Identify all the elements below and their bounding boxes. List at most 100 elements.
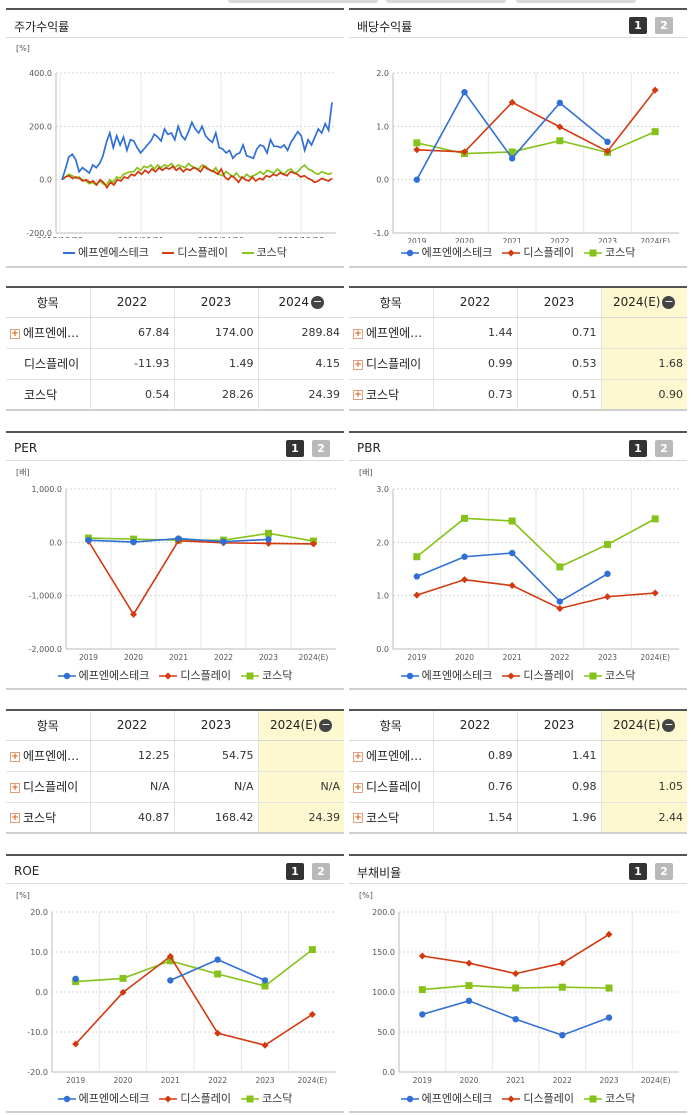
page-1-button[interactable]: 1 (286, 440, 304, 457)
data-point (265, 536, 272, 543)
expand-row-icon[interactable]: + (10, 782, 20, 793)
legend-label: 디스플레이 (523, 246, 575, 259)
legend-item: 에프엔에스테크 (63, 244, 149, 260)
row-label: 코스닥 (23, 810, 57, 825)
table-cell: 67.84 (90, 317, 175, 349)
legend-line-swatch (63, 252, 76, 254)
expand-row-icon[interactable]: + (353, 359, 363, 370)
series-line (87, 539, 314, 616)
table-cell: 0.53 (517, 348, 602, 380)
legend-item: 코스닥 (241, 244, 287, 260)
data-point (310, 540, 317, 548)
row-label-cell: 디스플레이 (6, 348, 91, 380)
table-row: 코스닥 0.54 28.26 24.39 (6, 379, 344, 411)
legend-swatch (241, 1095, 260, 1103)
collapse-column-button[interactable]: − (311, 295, 325, 310)
page-2-button[interactable]: 2 (655, 17, 673, 34)
x-tick-label: 2022 (208, 1076, 227, 1085)
page-2-button[interactable]: 2 (312, 863, 330, 880)
expand-row-icon[interactable]: + (10, 813, 20, 824)
page-2-button[interactable]: 2 (655, 863, 673, 880)
y-tick-label: 20.0 (30, 908, 48, 917)
legend-label: 디스플레이 (523, 669, 575, 682)
legend-label: 디스플레이 (177, 246, 229, 259)
data-point (308, 946, 316, 954)
legend-item: 에프엔에스테크 (400, 244, 492, 260)
y-tick-label: -200.0 (26, 229, 52, 238)
row-label: 디스플레이 (24, 357, 80, 371)
collapse-column-button[interactable]: − (662, 295, 676, 310)
column-header-label: 2022 (459, 718, 491, 733)
y-tick-label: 2.0 (376, 538, 389, 547)
table-cell: 0.73 (433, 379, 518, 411)
x-tick-label: 2021 (503, 237, 522, 243)
expand-row-icon[interactable]: + (353, 813, 363, 824)
expand-row-icon[interactable]: + (353, 390, 363, 401)
page-2-button[interactable]: 2 (312, 440, 330, 457)
table-cell (601, 317, 687, 349)
page-2-button[interactable]: 2 (655, 440, 673, 457)
collapse-column-button[interactable]: − (662, 718, 676, 733)
x-tick-label: 2023 (598, 653, 617, 662)
per-chart: [배]1,000.0 0.0 -1,000.0 -2,000.0 2019 2020 202… (16, 468, 336, 662)
expand-row-icon[interactable]: + (10, 328, 20, 339)
column-header: 2024(E) − (258, 709, 344, 741)
data-point (461, 89, 468, 96)
legend-item: 에프엔에스테크 (400, 667, 492, 683)
expand-row-icon[interactable]: + (353, 328, 363, 339)
x-tick-label: 2021 (506, 1076, 525, 1085)
data-point (651, 86, 659, 94)
column-header-label: 2022 (116, 295, 148, 310)
page-1-button[interactable]: 1 (629, 440, 647, 457)
table-cell: N/A (90, 771, 175, 803)
data-point (508, 148, 516, 156)
page-1-button[interactable]: 1 (629, 863, 647, 880)
x-tick-label: 2020 (459, 1076, 478, 1085)
chart-legend: 에프엔에스테크 디스플레이 코스닥 (6, 244, 344, 260)
data-point (406, 672, 413, 680)
page-1-button[interactable]: 1 (286, 863, 304, 880)
y-tick-label: 3.0 (376, 485, 389, 494)
data-point (465, 997, 473, 1004)
legend-label: 코스닥 (256, 246, 287, 259)
table-cell: 1.96 (517, 802, 602, 834)
panel-header: 주가수익률 (6, 8, 344, 38)
table-cell: 54.75 (174, 740, 259, 772)
per-table: 항목 2022 2023 2024(E) − + 에프엔에… 12.25 54.75 + 디스플레이… (6, 709, 344, 834)
chart-area: [%] 400.0 200.0 0.0 -200.02018/12/28 2020/08/… (6, 38, 344, 268)
collapse-column-button[interactable]: − (319, 718, 333, 733)
data-point (130, 610, 137, 618)
page-1-button[interactable]: 1 (629, 17, 647, 34)
expand-row-icon[interactable]: + (353, 751, 363, 762)
data-point (589, 672, 597, 680)
legend-swatch (241, 672, 260, 680)
data-point (508, 98, 516, 106)
panel-per: PER 1 2 [배] 1,000.0 0.0 -1,000.0 -2,000.0 201… (6, 431, 344, 691)
y-unit-label: [배] (16, 468, 30, 477)
x-tick-label: 2019 (79, 653, 98, 662)
legend-item: 코스닥 (241, 1090, 292, 1106)
table-cell: 0.51 (517, 379, 602, 411)
column-header: 2024− (258, 286, 344, 318)
chart-area: 2.0 1.0 0.0 -1.0 2019 2020 2021 2022 2023 2024(E)… (349, 38, 687, 268)
x-tick-label: 2019 (66, 1076, 85, 1085)
data-point (261, 982, 269, 990)
column-header: 2023 (174, 709, 259, 741)
data-point (261, 977, 269, 984)
panel-stock-return: 주가수익률 [%] 400.0 200.0 0.0 -200.02018/12/28 20… (6, 8, 344, 268)
column-header: 2023 (517, 286, 602, 318)
table-cell: 28.26 (174, 379, 259, 411)
data-point (167, 977, 174, 984)
y-tick-label: 0.0 (382, 1068, 395, 1077)
data-point (461, 553, 468, 560)
legend-swatch (57, 672, 76, 680)
data-point (164, 1095, 172, 1103)
row-label-cell: + 에프엔에… (6, 317, 91, 349)
legend-label: 에프엔에스테크 (78, 669, 150, 682)
x-tick-label: 2023 (599, 1076, 618, 1085)
expand-row-icon[interactable]: + (353, 782, 363, 793)
row-label: 에프엔에… (366, 326, 423, 340)
expand-row-icon[interactable]: + (10, 751, 20, 762)
series-line (75, 955, 313, 1047)
legend-swatch (400, 249, 419, 257)
